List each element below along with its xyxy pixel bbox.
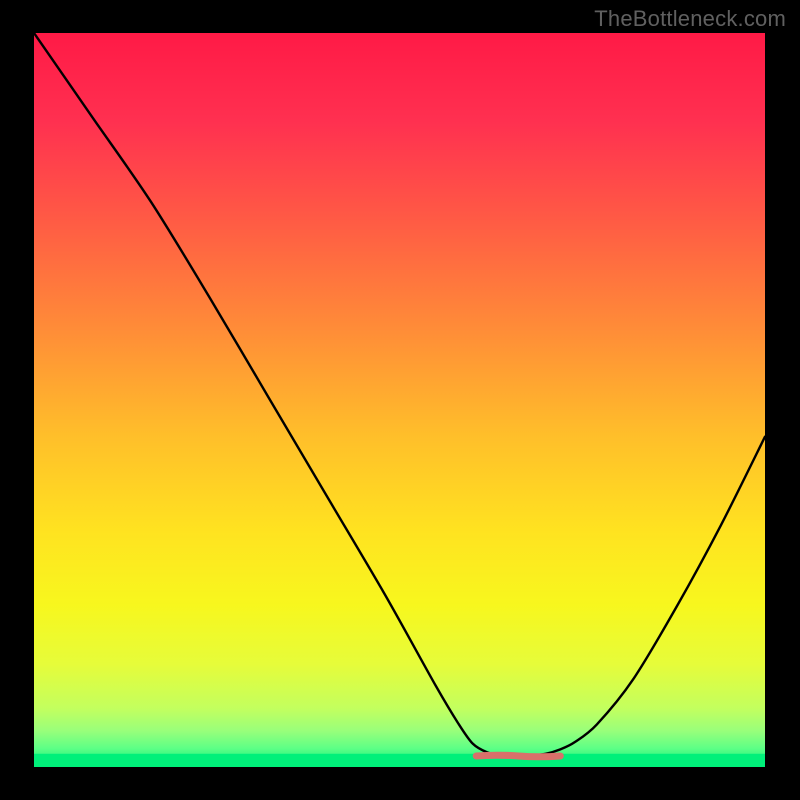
chart-frame: TheBottleneck.com <box>0 0 800 800</box>
optimal-range-highlight <box>476 755 560 757</box>
bottleneck-chart <box>34 33 765 767</box>
gradient-backdrop <box>34 33 765 767</box>
baseline-stripe <box>34 754 765 767</box>
plot-area <box>34 33 765 767</box>
watermark-text: TheBottleneck.com <box>594 6 786 32</box>
